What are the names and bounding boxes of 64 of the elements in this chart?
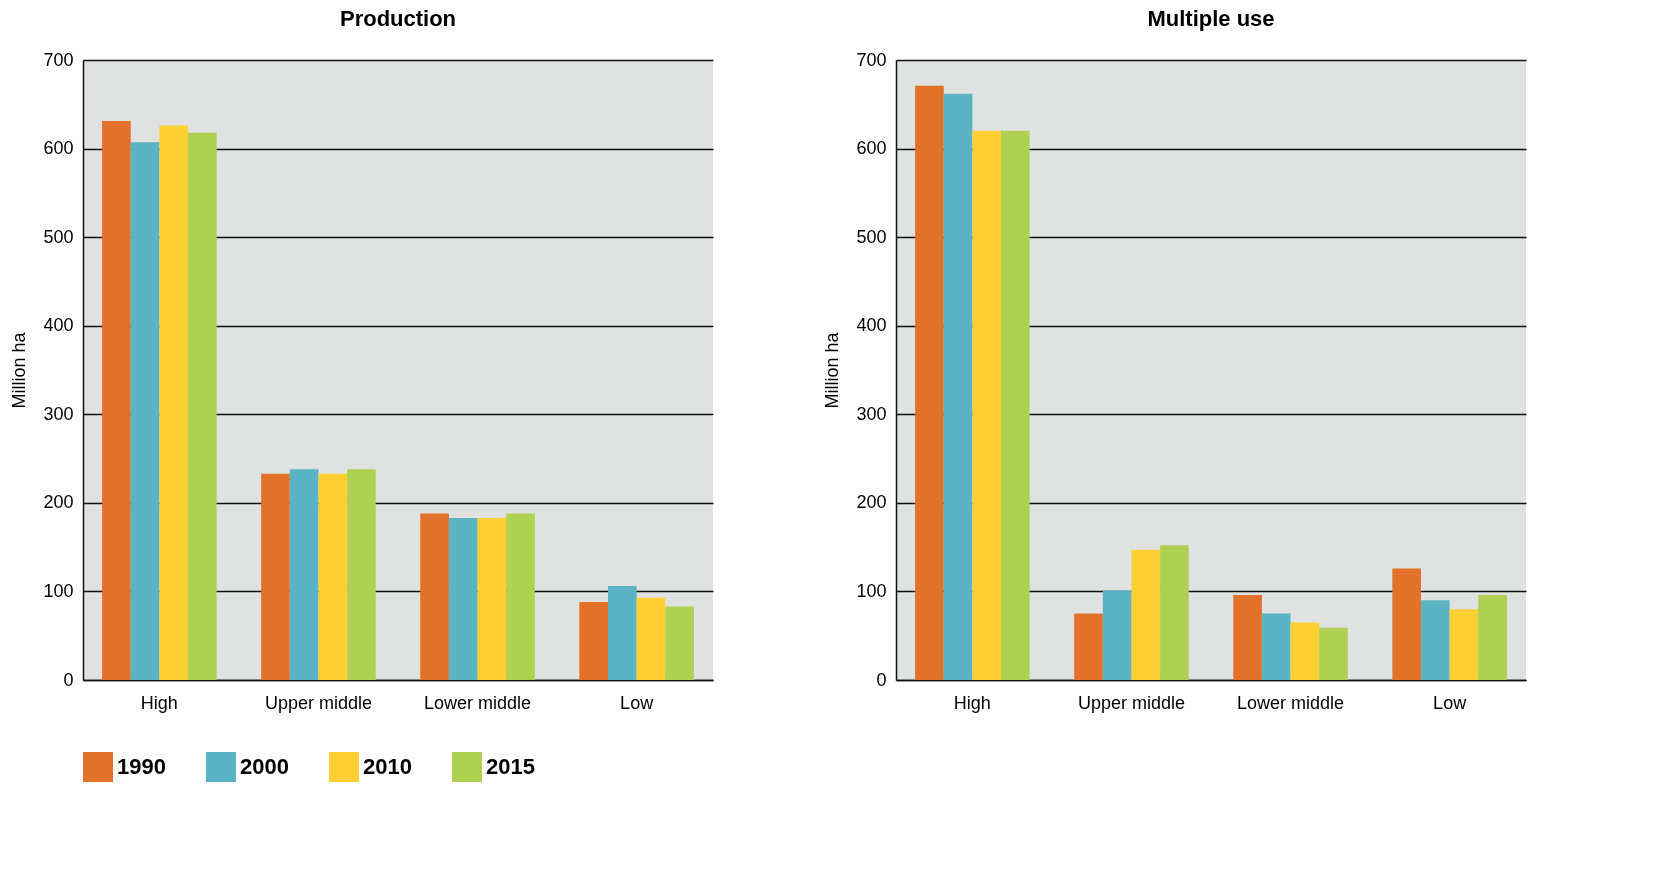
bar bbox=[579, 602, 608, 680]
y-tick-label: 300 bbox=[43, 403, 74, 424]
y-tick-label: 100 bbox=[856, 580, 887, 601]
y-tick-label: 400 bbox=[856, 315, 887, 336]
bar bbox=[943, 93, 973, 680]
bar bbox=[972, 130, 1001, 680]
bar bbox=[188, 132, 217, 680]
bar bbox=[1392, 568, 1421, 680]
bar bbox=[477, 517, 507, 680]
bar bbox=[347, 469, 376, 680]
bar bbox=[1478, 594, 1507, 680]
y-tick-label: 200 bbox=[43, 492, 74, 513]
bar bbox=[289, 469, 319, 680]
legend-label: 2015 bbox=[486, 754, 535, 779]
bar bbox=[1319, 627, 1348, 680]
x-tick-label: Upper middle bbox=[264, 692, 372, 713]
bar bbox=[1421, 600, 1450, 680]
bar bbox=[1233, 594, 1262, 680]
x-tick-label: High bbox=[140, 692, 178, 713]
chart-title: Production bbox=[339, 6, 457, 31]
y-tick-label: 100 bbox=[43, 580, 74, 601]
bar bbox=[1449, 609, 1479, 680]
y-tick-label: 500 bbox=[43, 226, 74, 247]
legend-label: 1990 bbox=[117, 754, 166, 779]
y-tick-label: 700 bbox=[43, 49, 74, 70]
bar bbox=[1160, 545, 1189, 680]
bar bbox=[665, 606, 694, 680]
y-tick-label: 300 bbox=[856, 403, 887, 424]
x-tick-label: Lower middle bbox=[1237, 692, 1345, 713]
y-axis-title: Million ha bbox=[9, 331, 30, 409]
x-tick-label: Low bbox=[1433, 692, 1468, 713]
x-tick-label: Lower middle bbox=[424, 692, 532, 713]
y-axis-title: Million ha bbox=[822, 331, 843, 409]
bar bbox=[1131, 549, 1161, 680]
bar bbox=[130, 142, 160, 680]
y-tick-label: 700 bbox=[856, 49, 887, 70]
bar bbox=[915, 85, 944, 680]
bar bbox=[420, 513, 449, 680]
y-tick-label: 500 bbox=[856, 226, 887, 247]
bar bbox=[1074, 613, 1103, 680]
x-tick-label: Upper middle bbox=[1077, 692, 1185, 713]
y-tick-label: 600 bbox=[856, 138, 887, 159]
y-tick-label: 400 bbox=[43, 315, 74, 336]
legend-label: 2000 bbox=[240, 754, 289, 779]
bar bbox=[261, 473, 290, 680]
y-tick-label: 200 bbox=[856, 492, 887, 513]
bar bbox=[448, 517, 478, 680]
y-tick-label: 600 bbox=[43, 138, 74, 159]
bar bbox=[318, 473, 348, 680]
bar bbox=[1261, 613, 1291, 680]
bar bbox=[506, 513, 535, 680]
x-tick-label: High bbox=[953, 692, 991, 713]
x-tick-label: Low bbox=[620, 692, 655, 713]
bar bbox=[1001, 130, 1030, 680]
legend-label: 2010 bbox=[363, 754, 412, 779]
bar bbox=[1290, 622, 1320, 680]
bar bbox=[102, 121, 131, 680]
bar bbox=[636, 597, 666, 680]
bar bbox=[159, 125, 188, 680]
chart-title: Multiple use bbox=[1147, 6, 1275, 31]
y-tick-label: 0 bbox=[63, 669, 74, 690]
bar bbox=[1102, 590, 1132, 680]
y-tick-label: 0 bbox=[876, 669, 887, 690]
bar bbox=[608, 586, 637, 680]
